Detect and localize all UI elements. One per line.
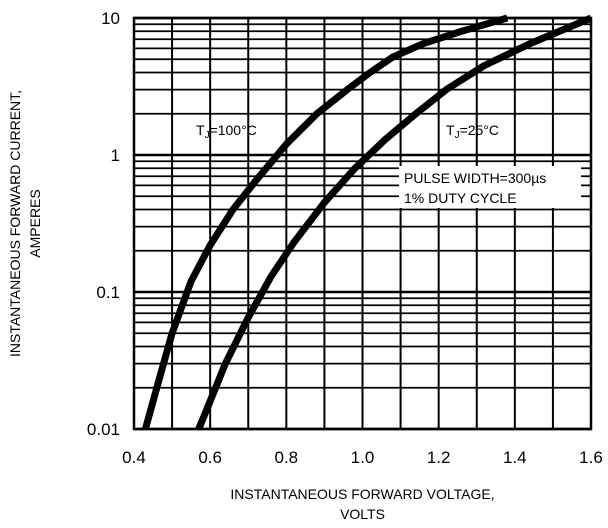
tick-labels: 0.4 0.6 0.8 1.0 1.2 1.4 1.6 0.01 0.1 1 10 bbox=[87, 9, 603, 467]
y-tick-label: 1 bbox=[111, 146, 120, 165]
series-label-100c: TJ=100°C bbox=[196, 122, 257, 141]
y-tick-label: 0.1 bbox=[96, 283, 120, 302]
x-tick-label: 1.0 bbox=[351, 448, 375, 467]
series-line-0 bbox=[142, 14, 509, 430]
x-tick-label: 1.2 bbox=[427, 448, 451, 467]
x-axis-title-line1: INSTANTANEOUS FORWARD VOLTAGE, bbox=[230, 486, 494, 502]
x-tick-label: 0.6 bbox=[198, 448, 222, 467]
x-tick-label: 1.4 bbox=[503, 448, 527, 467]
series-label-25c: TJ=25°C bbox=[446, 122, 499, 141]
series-line-1 bbox=[195, 14, 593, 431]
grid bbox=[132, 16, 593, 431]
x-axis-title-line2: VOLTS bbox=[340, 506, 385, 522]
y-axis-title-line2: AMPERES bbox=[27, 189, 43, 257]
x-tick-label: 0.8 bbox=[275, 448, 299, 467]
curves bbox=[142, 14, 593, 431]
annotation-box bbox=[399, 166, 581, 208]
x-tick-label: 0.4 bbox=[122, 448, 146, 467]
x-tick-label: 1.6 bbox=[579, 448, 603, 467]
y-axis-title-line1: INSTANTANEOUS FORWARD CURRENT, bbox=[7, 90, 23, 357]
y-tick-label: 0.01 bbox=[87, 420, 120, 439]
plot-frame bbox=[132, 16, 593, 431]
annotation-pulse-width: PULSE WIDTH=300µs bbox=[404, 170, 546, 186]
y-tick-label: 10 bbox=[101, 9, 120, 28]
annotation-duty-cycle: 1% DUTY CYCLE bbox=[404, 190, 517, 206]
